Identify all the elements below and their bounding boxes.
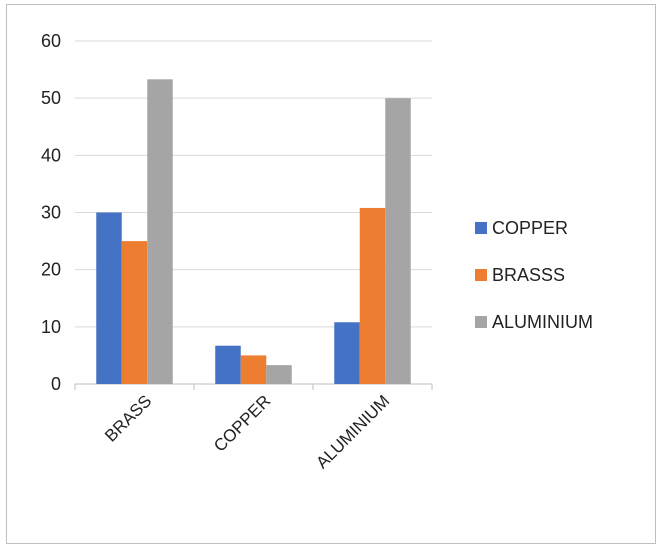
bar-aluminium-copper — [266, 365, 292, 384]
bar-aluminium-aluminium — [385, 98, 411, 385]
legend-label: BRASSS — [492, 265, 565, 285]
bar-chart: 0 10 20 30 40 50 60 BRASS COPPER ALUMINIUM COPPER B… — [41, 31, 593, 472]
legend-swatch — [475, 269, 487, 281]
y-tick-label: 20 — [41, 260, 61, 280]
legend-swatch — [475, 222, 487, 234]
bar-copper-aluminium — [334, 322, 360, 384]
y-tick-label: 50 — [41, 88, 61, 108]
x-category-label: COPPER — [210, 391, 274, 455]
legend-label: ALUMINIUM — [492, 312, 593, 332]
bar-brasss-brass — [121, 241, 148, 384]
y-tick-label: 10 — [41, 317, 61, 337]
legend-label: COPPER — [492, 218, 568, 238]
y-tick-label: 30 — [41, 203, 61, 223]
y-tick-label: 60 — [41, 31, 61, 51]
bar-brasss-copper — [240, 355, 267, 384]
y-tick-label: 0 — [51, 374, 61, 394]
y-tick-label: 40 — [41, 145, 61, 165]
bar-aluminium-brass — [147, 79, 173, 384]
bar-copper-copper — [215, 345, 241, 384]
bar-brasss-aluminium — [359, 207, 386, 384]
bar-copper-brass — [96, 212, 122, 384]
x-category-label: BRASS — [101, 391, 155, 445]
x-category-label: ALUMINIUM — [312, 391, 393, 472]
legend-swatch — [475, 316, 487, 328]
